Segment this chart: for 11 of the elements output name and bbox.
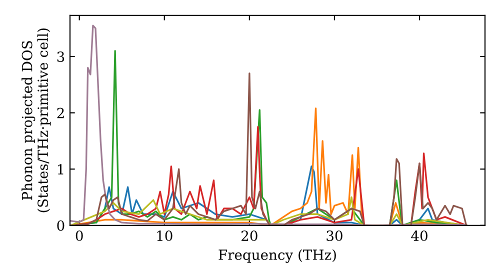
x-axis-title: Frequency (THz) [218,249,336,263]
y-tick-label: 3 [57,51,64,62]
y-tick-label: 2 [57,108,64,118]
y-axis-title: Phonon projected DOS (States/THz·primitive cell) [22,28,51,212]
x-tick-label: 0 [76,230,83,242]
x-tick-label: 30 [326,230,342,242]
y-tick-label: 0 [57,220,64,231]
x-tick-label: 10 [157,230,172,242]
x-tick-label: 20 [242,230,258,242]
y-tick-label: 1 [58,164,64,174]
x-tick-label: 40 [411,230,428,242]
